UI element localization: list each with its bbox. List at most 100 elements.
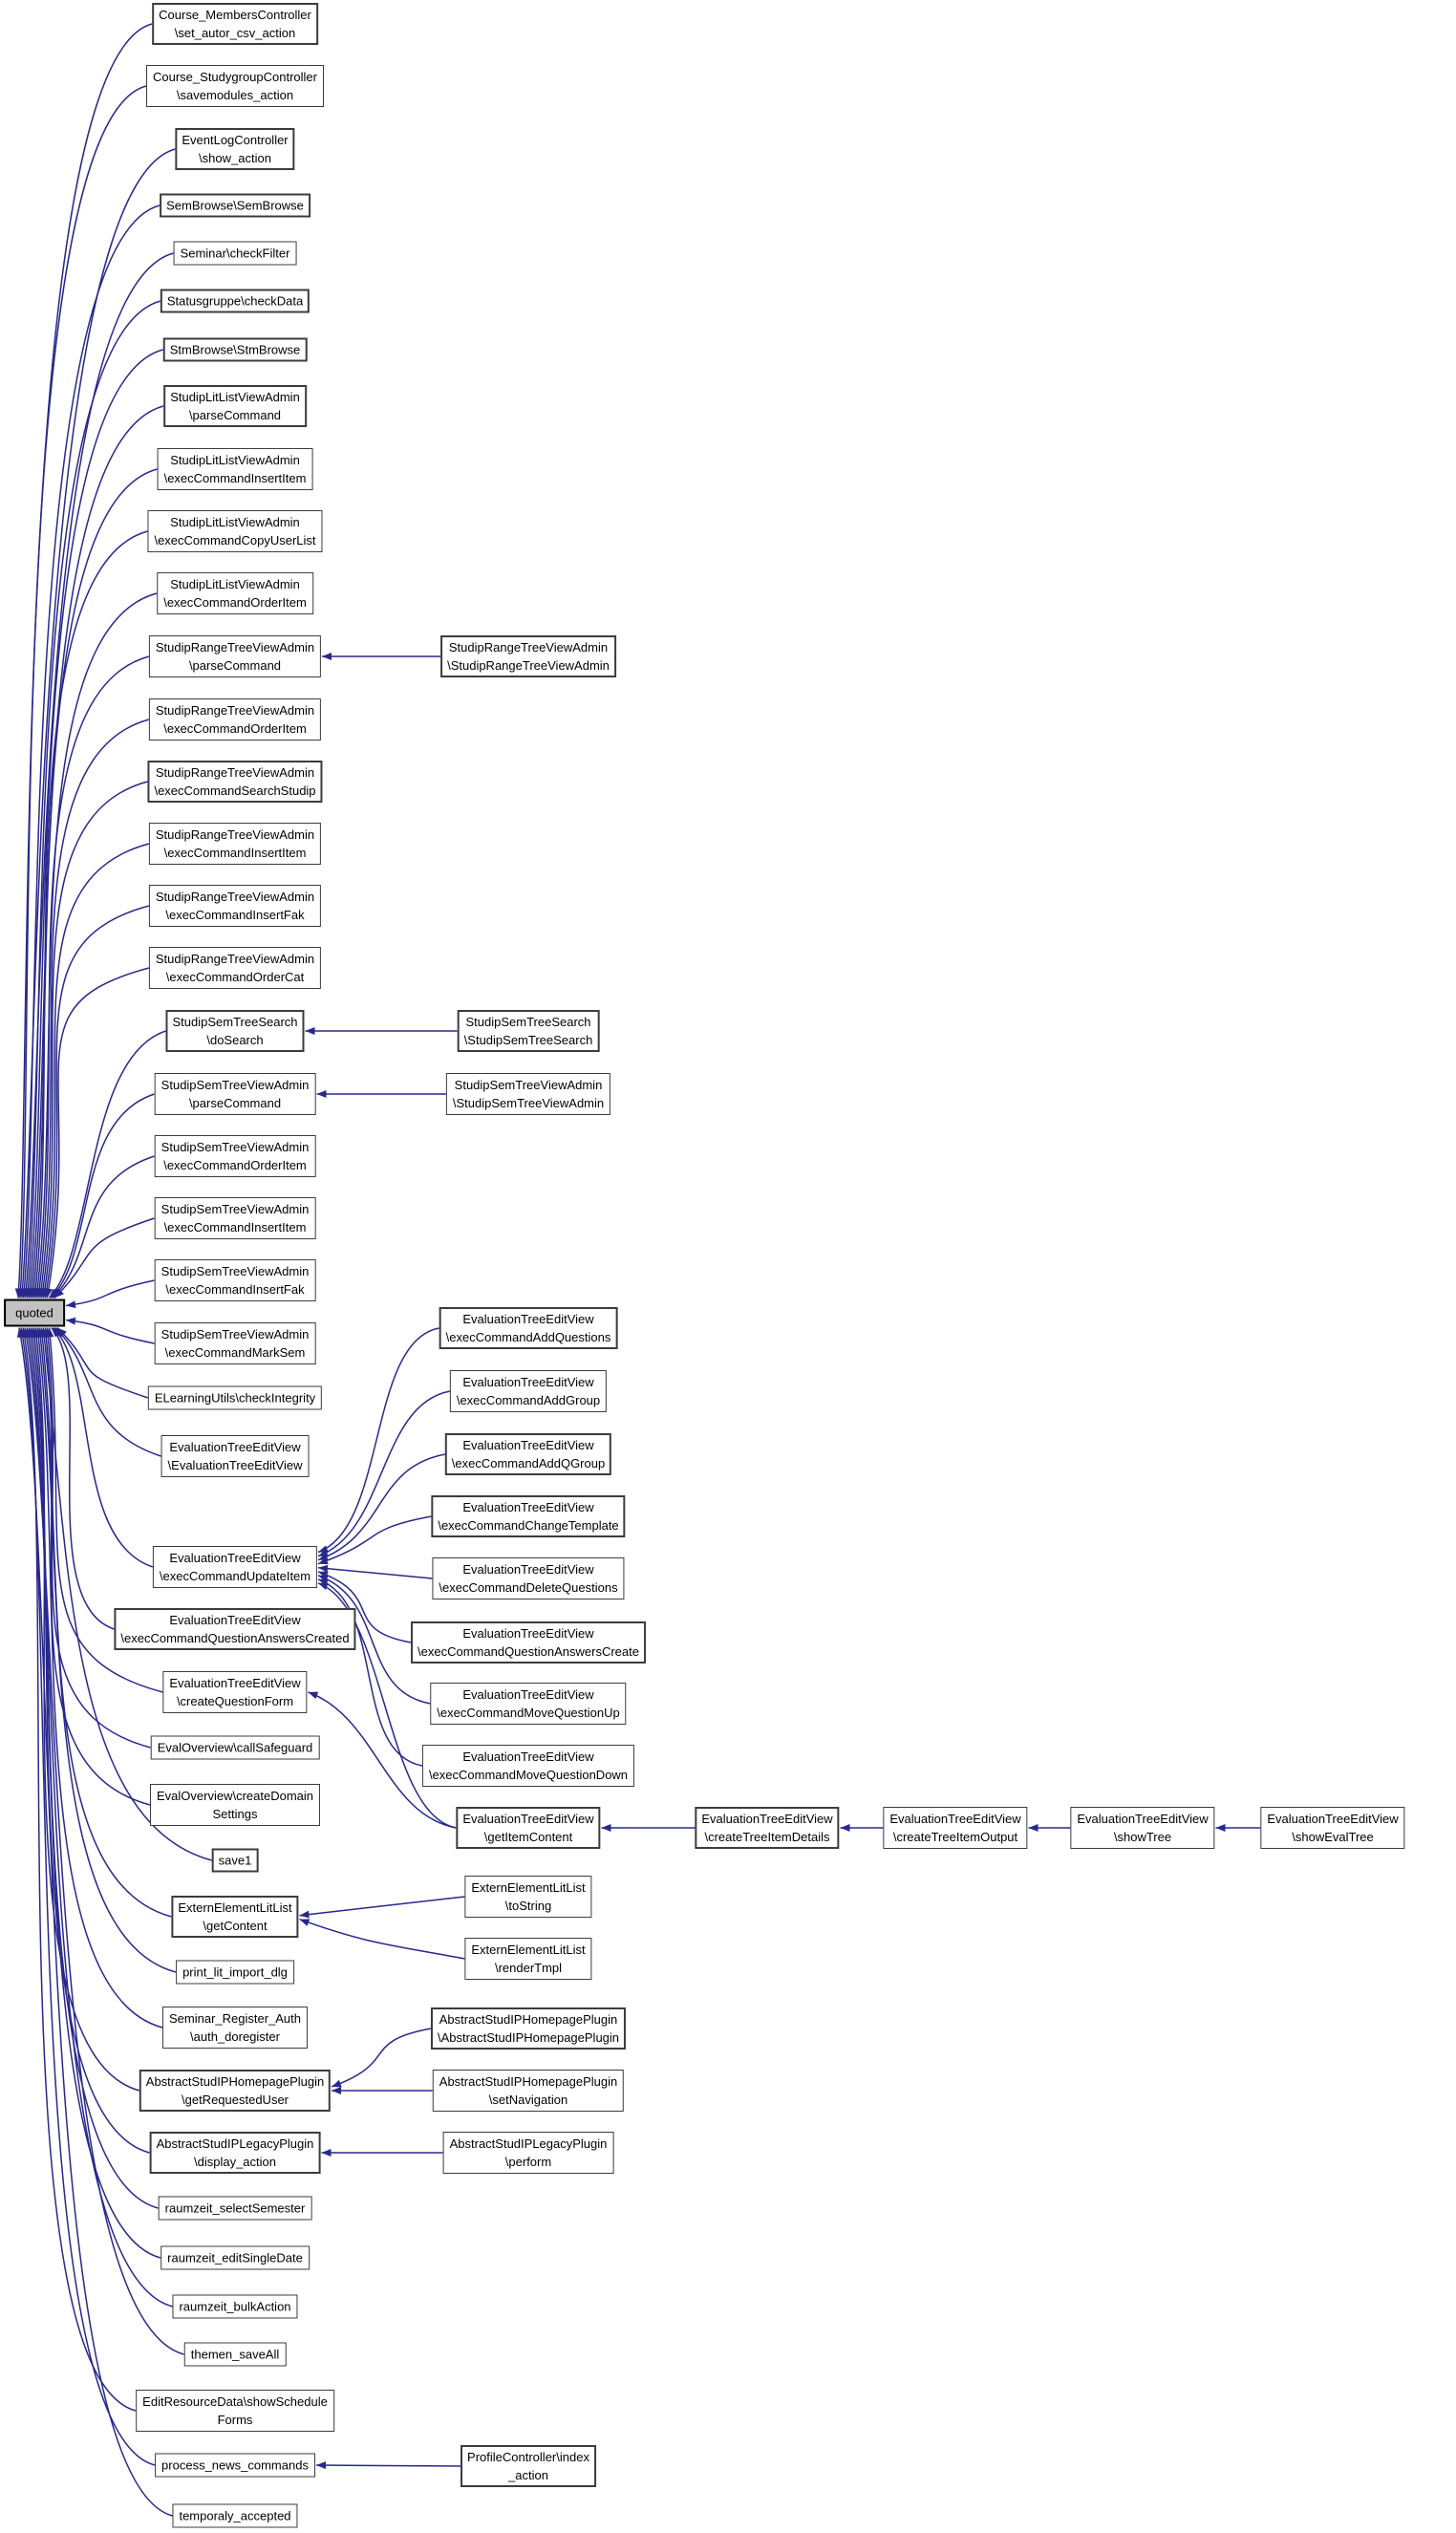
graph-node-raumzeit-selectsemester[interactable]: raumzeit_selectSemester xyxy=(158,2196,312,2221)
graph-node-aslp-display-action[interactable]: AbstractStudIPLegacyPlugin \display_acti… xyxy=(149,2132,321,2174)
graph-node-statusgruppe-checkdata[interactable]: Statusgruppe\checkData xyxy=(160,289,310,313)
call-edge xyxy=(18,148,176,1299)
graph-node-srtva-parsecommand[interactable]: StudipRangeTreeViewAdmin \parseCommand xyxy=(148,635,322,677)
graph-node-sllva-execcommandorderitem[interactable]: StudipLitListViewAdmin \execCommandOrder… xyxy=(157,572,313,614)
call-edge xyxy=(16,1327,173,2517)
graph-node-etev-getitemcontent[interactable]: EvaluationTreeEditView \getItemContent xyxy=(456,1807,601,1849)
call-edge xyxy=(308,1691,457,1829)
call-edge xyxy=(28,405,164,1299)
call-edge xyxy=(317,1453,446,1561)
graph-node-sra-auth-doregister[interactable]: Seminar_Register_Auth \auth_doregister xyxy=(161,2007,309,2049)
graph-node-cmc-set-autor-csv-action[interactable]: Course_MembersController \set_autor_csv_… xyxy=(152,3,318,45)
graph-node-etev-execcommandquestionanswerscreated[interactable]: EvaluationTreeEditView \execCommandQuest… xyxy=(114,1608,356,1650)
graph-node-process-news-commands[interactable]: process_news_commands xyxy=(155,2453,315,2478)
graph-node-elc-show-action[interactable]: EventLogController \show_action xyxy=(175,128,295,170)
graph-node-sstva-execcommandinsertfak[interactable]: StudipSemTreeViewAdmin \execCommandInser… xyxy=(154,1259,316,1301)
call-edge xyxy=(53,1326,154,1568)
graph-node-ssts-dosearch[interactable]: StudipSemTreeSearch \doSearch xyxy=(165,1010,305,1052)
graph-node-ssts-constructor[interactable]: StudipSemTreeSearch \StudipSemTreeSearch xyxy=(457,1010,600,1052)
graph-node-sllva-execcommandcopyuserlist[interactable]: StudipLitListViewAdmin \execCommandCopyU… xyxy=(147,510,323,552)
call-edge xyxy=(317,1582,457,1829)
graph-node-etev-execcommandaddqgroup[interactable]: EvaluationTreeEditView \execCommandAddQG… xyxy=(444,1433,612,1475)
graph-node-sstva-execcommandmarksem[interactable]: StudipSemTreeViewAdmin \execCommandMarkS… xyxy=(154,1322,316,1364)
graph-node-sstva-execcommandorderitem[interactable]: StudipSemTreeViewAdmin \execCommandOrder… xyxy=(154,1135,316,1177)
graph-node-evaloverview-callsafeguard[interactable]: EvalOverview\callSafeguard xyxy=(150,1735,320,1760)
call-edge xyxy=(42,1327,151,1806)
graph-node-eell-tostring[interactable]: ExternElementLitList \toString xyxy=(464,1876,592,1918)
call-edge xyxy=(44,1327,151,1749)
graph-node-etev-createtreeitemoutput[interactable]: EvaluationTreeEditView \createTreeItemOu… xyxy=(883,1807,1028,1849)
graph-node-aslp-perform[interactable]: AbstractStudIPLegacyPlugin \perform xyxy=(442,2132,614,2174)
graph-node-srtva-execcommandorderitem[interactable]: StudipRangeTreeViewAdmin \execCommandOrd… xyxy=(148,698,322,741)
graph-node-ashp-constructor[interactable]: AbstractStudIPHomepagePlugin \AbstractSt… xyxy=(430,2007,627,2050)
graph-node-etev-showevaltree[interactable]: EvaluationTreeEditView \showEvalTree xyxy=(1260,1807,1405,1849)
graph-node-sstva-execcommandinsertitem[interactable]: StudipSemTreeViewAdmin \execCommandInser… xyxy=(154,1197,316,1239)
graph-node-raumzeit-bulkaction[interactable]: raumzeit_bulkAction xyxy=(172,2294,298,2319)
graph-node-etev-execcommanddeletequestions[interactable]: EvaluationTreeEditView \execCommandDelet… xyxy=(432,1557,625,1599)
call-edge xyxy=(317,1515,432,1565)
graph-node-erd-showscheduleforms[interactable]: EditResourceData\showSchedule Forms xyxy=(136,2390,334,2432)
graph-node-etev-constructor[interactable]: EvaluationTreeEditView \EvaluationTreeEd… xyxy=(161,1435,310,1477)
graph-node-sllva-parsecommand[interactable]: StudipLitListViewAdmin \parseCommand xyxy=(163,385,307,427)
graph-node-raumzeit-editsingledate[interactable]: raumzeit_editSingleDate xyxy=(161,2245,310,2270)
graph-node-srtva-execcommandinsertitem[interactable]: StudipRangeTreeViewAdmin \execCommandIns… xyxy=(148,823,322,865)
call-edge xyxy=(65,1317,155,1344)
call-edge xyxy=(23,1327,184,2355)
call-edge xyxy=(56,1326,149,1399)
graph-node-srtva-execcommandordercat[interactable]: StudipRangeTreeViewAdmin \execCommandOrd… xyxy=(148,947,322,989)
call-edge xyxy=(30,468,158,1299)
graph-node-etev-createtreeitemdetails[interactable]: EvaluationTreeEditView \createTreeItemDe… xyxy=(695,1807,840,1849)
graph-node-etev-execcommandchangetemplate[interactable]: EvaluationTreeEditView \execCommandChang… xyxy=(431,1495,626,1537)
call-edge xyxy=(40,1327,212,1861)
graph-node-etev-execcommandmovequestiondown[interactable]: EvaluationTreeEditView \execCommandMoveQ… xyxy=(421,1745,635,1787)
graph-node-srtva-execcommandsearchstudip[interactable]: StudipRangeTreeViewAdmin \execCommandSea… xyxy=(147,761,323,803)
call-edge xyxy=(43,905,150,1299)
graph-node-save1[interactable]: save1 xyxy=(211,1848,259,1873)
graph-node-etev-createquestionform[interactable]: EvaluationTreeEditView \createQuestionFo… xyxy=(162,1671,308,1713)
graph-node-etev-execcommandaddgroup[interactable]: EvaluationTreeEditView \execCommandAddGr… xyxy=(449,1370,608,1412)
call-edge xyxy=(37,719,150,1299)
call-edge xyxy=(50,1093,155,1299)
graph-node-ashp-setnavigation[interactable]: AbstractStudIPHomepagePlugin \setNavigat… xyxy=(432,2070,625,2112)
graph-node-etev-execcommandupdateitem[interactable]: EvaluationTreeEditView \execCommandUpdat… xyxy=(152,1546,318,1588)
graph-root-node-quoted: quoted xyxy=(4,1299,65,1327)
call-edge xyxy=(32,530,148,1299)
graph-node-etev-showtree[interactable]: EvaluationTreeEditView \showTree xyxy=(1070,1807,1215,1849)
graph-node-srtva-execcommandinsertfak[interactable]: StudipRangeTreeViewAdmin \execCommandIns… xyxy=(148,885,322,927)
call-edge xyxy=(16,85,147,1299)
call-edge xyxy=(317,1390,451,1557)
graph-node-evaloverview-createdomainsettings[interactable]: EvalOverview\createDomain Settings xyxy=(149,1784,321,1826)
graph-node-etev-execcommandmovequestionup[interactable]: EvaluationTreeEditView \execCommandMoveQ… xyxy=(430,1683,627,1725)
graph-node-sllva-execcommandinsertitem[interactable]: StudipLitListViewAdmin \execCommandInser… xyxy=(157,448,313,490)
graph-node-eell-getcontent[interactable]: ExternElementLitList \getContent xyxy=(171,1896,299,1938)
graph-node-csc-savemodules-action[interactable]: Course_StudygroupController \savemodules… xyxy=(146,65,324,107)
call-edge xyxy=(25,1327,173,2308)
call-edge xyxy=(54,1326,161,1457)
graph-node-temporaly-accepted[interactable]: temporaly_accepted xyxy=(172,2503,298,2528)
call-edge xyxy=(48,1030,166,1299)
graph-node-srtva-constructor[interactable]: StudipRangeTreeViewAdmin \StudipRangeTre… xyxy=(440,635,616,677)
graph-node-stmbrowse-stmbrowse[interactable]: StmBrowse\StmBrowse xyxy=(162,337,308,362)
graph-node-sstva-parsecommand[interactable]: StudipSemTreeViewAdmin \parseCommand xyxy=(154,1073,316,1115)
call-edge xyxy=(38,1327,172,1918)
call-edge xyxy=(51,1326,115,1630)
graph-node-eell-rendertmpl[interactable]: ExternElementLitList \renderTmpl xyxy=(464,1938,592,1980)
call-edge xyxy=(39,781,148,1299)
call-edge xyxy=(34,1327,163,2029)
graph-node-etev-execcommandquestionanswerscreate[interactable]: EvaluationTreeEditView \execCommandQuest… xyxy=(411,1621,646,1664)
call-edge xyxy=(315,2461,461,2470)
graph-node-seminar-checkfilter[interactable]: Seminar\checkFilter xyxy=(173,241,297,266)
graph-node-print-lit-import-dlg[interactable]: print_lit_import_dlg xyxy=(176,1960,294,1985)
graph-node-profilecontroller-index-action[interactable]: ProfileController\index _action xyxy=(460,2445,596,2487)
graph-node-themen-saveall[interactable]: themen_saveAll xyxy=(183,2342,287,2367)
call-edge xyxy=(24,300,161,1299)
graph-node-ashp-getrequesteduser[interactable]: AbstractStudIPHomepagePlugin \getRequest… xyxy=(139,2070,332,2112)
call-edge xyxy=(52,1155,155,1299)
graph-node-sstva-constructor[interactable]: StudipSemTreeViewAdmin \StudipSemTreeVie… xyxy=(445,1073,611,1115)
graph-node-etev-execcommandaddquestions[interactable]: EvaluationTreeEditView \execCommandAddQu… xyxy=(439,1307,618,1349)
graph-node-sembrowse-sembrowse[interactable]: SemBrowse\SemBrowse xyxy=(160,193,310,218)
call-edge xyxy=(65,1279,155,1309)
graph-node-elearningutils-checkintegrity[interactable]: ELearningUtils\checkIntegrity xyxy=(147,1385,323,1410)
